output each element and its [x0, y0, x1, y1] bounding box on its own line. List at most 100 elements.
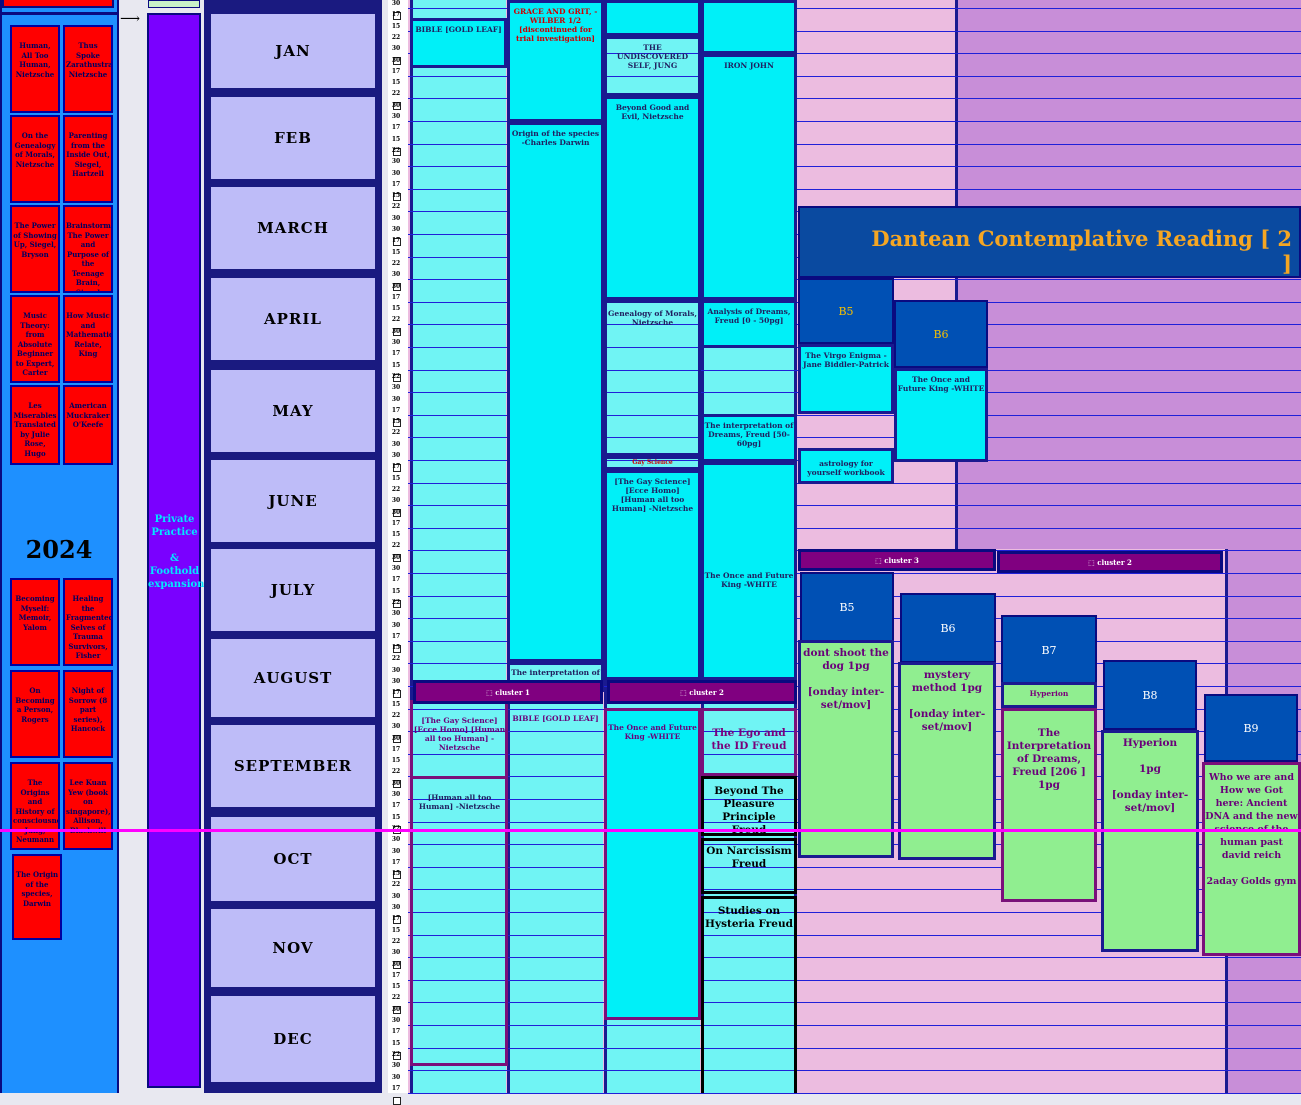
left-book-item[interactable]: Healing the Fragmented Selves of Trauma …: [63, 578, 113, 666]
week-checkbox[interactable]: [393, 509, 401, 518]
month-feb[interactable]: FEB: [208, 94, 378, 182]
cluster-bar-3[interactable]: ⬚ cluster 3: [798, 549, 996, 571]
left-book-item[interactable]: Brainstorm The Power and Purpose of the …: [63, 205, 113, 293]
book-dont-shoot-dog[interactable]: dont shoot the dog 1pg [onday inter-set/…: [798, 640, 894, 858]
book-beyond-good-evil[interactable]: Beyond Good and Evil, Nietzsche: [604, 96, 701, 300]
book-ego-id[interactable]: The Ego and the ID Freud: [701, 708, 797, 776]
left-book-item[interactable]: The Origin of the species, Darwin: [12, 854, 62, 940]
week-checkbox[interactable]: [393, 418, 401, 427]
book-hyperion[interactable]: Hyperion 1pg [onday inter-set/mov]: [1101, 730, 1199, 952]
left-book-item[interactable]: American Muckraker O'Keefe: [63, 385, 113, 465]
book-bible-col2[interactable]: BIBLE [GOLD LEAF]: [512, 714, 599, 723]
book-analysis-dreams[interactable]: Analysis of Dreams, Freud [0 - 50pg]: [701, 300, 797, 348]
month-june[interactable]: JUNE: [208, 457, 378, 545]
book-once-future-b6[interactable]: The Once and Future King -WHITE: [894, 368, 988, 462]
month-august[interactable]: AUGUST: [208, 636, 378, 720]
book-on-narcissism[interactable]: On Narcissism Freud: [701, 838, 797, 894]
week-checkbox[interactable]: [393, 1051, 401, 1060]
book-gay-tiny[interactable]: Gay Science: [604, 456, 701, 470]
left-book-item[interactable]: Music Theory: from Absolute Beginner to …: [10, 295, 60, 383]
cluster-bar-1[interactable]: ⬚ cluster 1: [413, 680, 603, 704]
week-checkbox[interactable]: [393, 554, 401, 563]
left-book-item[interactable]: Les Miserables Translated by Julie Rose,…: [10, 385, 60, 465]
month-march[interactable]: MARCH: [208, 184, 378, 272]
week-checkbox[interactable]: [393, 870, 401, 879]
left-panel-topbar2: [2, 12, 117, 15]
book-virgo-enigma[interactable]: The Virgo Enigma -Jane Biddler-Patrick: [798, 344, 894, 414]
book-astrology[interactable]: astrology for yourself workbook: [798, 448, 894, 484]
week-checkbox[interactable]: [393, 690, 401, 698]
week-checkbox[interactable]: [393, 192, 401, 201]
week-checkbox[interactable]: [393, 599, 401, 608]
b6-header[interactable]: B6: [900, 593, 996, 663]
b9-header[interactable]: B9: [1204, 694, 1298, 762]
week-checkbox[interactable]: [393, 464, 401, 472]
month-oct[interactable]: OCT: [208, 814, 378, 904]
month-jan[interactable]: JAN: [208, 11, 378, 91]
week-checkbox[interactable]: [393, 147, 401, 156]
week-checkbox[interactable]: [393, 57, 401, 66]
left-book-item[interactable]: Human, All Too Human, Nietzsche: [10, 25, 60, 113]
grid-line: [408, 980, 1301, 981]
week-checkbox[interactable]: [393, 102, 401, 111]
cluster-bar-4[interactable]: ⬚ cluster 2: [997, 551, 1223, 573]
left-book-item[interactable]: Night of Sorrow (8 part series), Hancock: [63, 670, 113, 758]
left-book-item[interactable]: Becoming Myself: Memoir, Yalom: [10, 578, 60, 666]
book-once-future-col3[interactable]: The Once and Future King -WHITE: [604, 708, 701, 1020]
b5-header[interactable]: B5: [800, 572, 894, 642]
left-book-item[interactable]: Lee Kuan Yew (book on singapore), Alliso…: [63, 762, 113, 850]
book-genealogy-morals[interactable]: Genealogy of Morals, Nietzsche: [604, 300, 701, 456]
book-gay-science-col3[interactable]: [The Gay Science] [Ecce Homo] [Human all…: [604, 470, 701, 680]
grid-line: [408, 98, 1301, 99]
book-gay-science-col1[interactable]: [The Gay Science] [Ecce Homo] [Human all…: [413, 716, 506, 752]
book-interp-dreams-col4[interactable]: The interpretation of Dreams, Freud [50-…: [701, 414, 797, 462]
week-checkbox[interactable]: [393, 961, 401, 970]
week-tick-label: 30: [391, 508, 401, 516]
book-once-future-col4[interactable]: The Once and Future King -WHITE: [701, 462, 797, 680]
month-july[interactable]: JULY: [208, 546, 378, 634]
book-mystery-method[interactable]: mystery method 1pg [onday inter-set/mov]: [898, 662, 996, 860]
dantean-banner[interactable]: [798, 206, 1301, 278]
book-hyperion-small[interactable]: Hyperion: [1001, 682, 1097, 708]
left-book-item[interactable]: The Origins and History of consciousness…: [10, 762, 60, 850]
week-checkbox[interactable]: [393, 1096, 401, 1105]
grid-line: [408, 935, 1301, 936]
b5-spring-header[interactable]: B5: [798, 278, 894, 344]
month-may[interactable]: MAY: [208, 367, 378, 455]
book-undiscovered-self[interactable]: THE UNDISCOVERED SELF, JUNG: [604, 36, 701, 96]
week-checkbox[interactable]: [393, 328, 401, 337]
left-book-item[interactable]: Parenting from the Inside Out, Siegel, H…: [63, 115, 113, 203]
book-beyond-pleasure[interactable]: Beyond The Pleasure Principle Freud: [701, 776, 797, 836]
book-origin-species[interactable]: Origin of the species -Charles Darwin: [507, 122, 604, 662]
book-grace-and-grit[interactable]: GRACE AND GRIT, -WILBER 1/2 [discontinue…: [507, 0, 604, 122]
b6-spring-header[interactable]: B6: [894, 300, 988, 368]
book-studies-hysteria[interactable]: Studies on Hysteria Freud: [701, 896, 797, 1093]
week-checkbox[interactable]: [393, 644, 401, 653]
practice-column[interactable]: [147, 13, 201, 1088]
month-nov[interactable]: NOV: [208, 906, 378, 990]
book-bible-col1[interactable]: BIBLE [GOLD LEAF]: [410, 18, 507, 68]
week-checkbox[interactable]: [393, 283, 401, 292]
week-checkbox[interactable]: [393, 238, 401, 246]
book-human-all-col1[interactable]: [Human all too Human] -Nietzsche: [413, 776, 506, 826]
week-checkbox[interactable]: [393, 1006, 401, 1015]
book-who-we-are[interactable]: Who we are and How we Got here: Ancient …: [1202, 762, 1301, 956]
month-september[interactable]: SEPTEMBER: [208, 722, 378, 810]
book-iron-john[interactable]: IRON JOHN: [701, 54, 797, 300]
cluster-bar-2[interactable]: ⬚ cluster 2: [607, 680, 797, 704]
left-book-item[interactable]: On Becoming a Person, Rogers: [10, 670, 60, 758]
left-book-item[interactable]: Thus Spoke Zarathustra Nietzsche: [63, 25, 113, 113]
week-checkbox[interactable]: [393, 12, 401, 20]
left-book-item[interactable]: How Music and Mathematics Relate, King: [63, 295, 113, 383]
week-checkbox[interactable]: [393, 916, 401, 924]
b8-header[interactable]: B8: [1103, 660, 1197, 730]
week-checkbox[interactable]: [393, 735, 401, 744]
book-interpretation-b7[interactable]: The Interpretation of Dreams, Freud [206…: [1001, 708, 1097, 902]
left-book-item[interactable]: On the Genealogy of Morals, Nietzsche: [10, 115, 60, 203]
month-april[interactable]: APRIL: [208, 275, 378, 363]
week-checkbox[interactable]: [393, 373, 401, 382]
week-checkbox[interactable]: [393, 780, 401, 789]
left-book-item[interactable]: The Power of Showing Up, Siegel, Bryson: [10, 205, 60, 293]
month-dec[interactable]: DEC: [208, 993, 378, 1085]
b7-header[interactable]: B7: [1001, 615, 1097, 685]
